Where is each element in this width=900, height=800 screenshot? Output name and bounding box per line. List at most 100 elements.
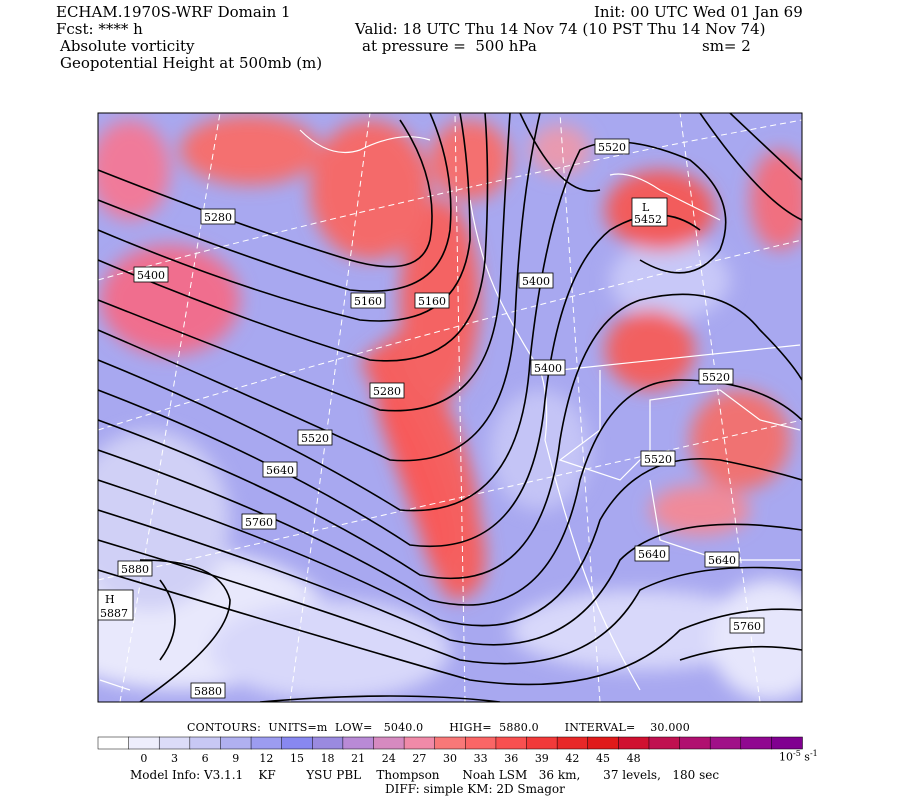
colorbar-tick-label: 45 <box>596 752 611 765</box>
contour-label: 5760 <box>241 513 277 530</box>
colorbar-swatch <box>556 736 589 750</box>
valid-time: Valid: 18 UTC Thu 14 Nov 74 (10 PST Thu … <box>355 20 766 38</box>
colorbar-tick-label: 15 <box>289 752 304 765</box>
colorbar-tick-label: 48 <box>626 752 641 765</box>
colorbar-swatch <box>373 736 405 750</box>
colorbar-swatch <box>771 736 803 750</box>
colorbar-swatch <box>648 736 681 750</box>
colorbar-swatch <box>281 736 314 750</box>
colorbar-swatch <box>312 736 344 750</box>
colorbar-swatch <box>526 736 558 750</box>
contour-label: 5400 <box>133 266 169 283</box>
colorbar-swatch <box>434 736 467 750</box>
colorbar-tick-label: 21 <box>351 752 366 765</box>
colorbar-tick-label: 0 <box>140 752 148 765</box>
colorbar-tick-label: 30 <box>443 752 457 765</box>
colorbar-tick-label: 39 <box>534 752 549 765</box>
colorbar-swatch <box>128 736 160 750</box>
colorbar-swatch <box>97 736 130 750</box>
contour-label: 5400 <box>518 272 554 289</box>
contour-label: 5640 <box>262 461 298 478</box>
high-value: 5887 <box>100 607 128 620</box>
contour-info: CONTOURS: UNITS=m LOW= 5040.0 HIGH= 5880… <box>187 721 690 734</box>
model-info: Model Info: V3.1.1 KF YSU PBL Thompson N… <box>130 768 720 782</box>
contour-labels: 5280 5400 5160 5160 5400 5520 5400 5520 5280 5520… <box>117 138 765 699</box>
init-time: Init: 00 UTC Wed 01 Jan 69 <box>594 3 803 21</box>
colorbar-swatch <box>679 736 711 750</box>
colorbar-tick-label: 12 <box>259 752 274 765</box>
colorbar-swatch <box>709 736 742 750</box>
colorbar-tick-label: 6 <box>201 752 209 765</box>
low-symbol: L <box>642 201 650 214</box>
contour-label-text: 5400 <box>522 275 550 288</box>
field-name-vorticity: Absolute vorticity <box>60 37 195 55</box>
contour-label: 5640 <box>634 545 670 562</box>
colorbar-tick-label: 18 <box>320 752 335 765</box>
colorbar-swatch <box>740 736 773 750</box>
colorbar-swatch <box>587 736 620 750</box>
height-contours <box>98 113 802 702</box>
colorbar-swatch <box>465 736 497 750</box>
low-center-marker: L 5452 <box>631 197 668 227</box>
contour-label-text: 5280 <box>204 211 232 224</box>
vorticity-shading <box>98 113 802 702</box>
contour-label-text: 5880 <box>121 563 149 576</box>
contour-label: 5400 <box>530 359 566 376</box>
contour-label-text: 5760 <box>245 516 273 529</box>
contour-label: 5520 <box>297 429 333 446</box>
colorbar-tick-label: 42 <box>565 752 580 765</box>
colorbar-swatch <box>220 736 252 750</box>
contour-label-text: 5640 <box>638 548 666 561</box>
contour-label: 5160 <box>414 292 450 309</box>
contour-label-text: 5400 <box>137 269 165 282</box>
lat-lon-grid <box>98 113 802 702</box>
field-name-geopotential: Geopotential Height at 500mb (m) <box>60 54 323 72</box>
contour-label: 5160 <box>350 292 386 309</box>
colorbar-swatch <box>158 736 191 750</box>
units-exponent: -5 <box>793 749 801 758</box>
contour-label-text: 5640 <box>266 464 294 477</box>
contour-label-text: 5520 <box>301 432 329 445</box>
colorbar-swatch <box>495 736 528 750</box>
contour-label-text: 5160 <box>418 295 446 308</box>
contour-label-text: 5400 <box>534 362 562 375</box>
contour-label-text: 5280 <box>373 385 401 398</box>
colorbar-swatch <box>189 736 222 750</box>
units-exponent-2: -1 <box>809 749 818 758</box>
plot-frame <box>97 112 803 703</box>
colorbar-tick-label: 3 <box>171 752 179 765</box>
contour-label: 5280 <box>200 208 236 225</box>
colorbar-tick-label: 9 <box>232 752 240 765</box>
contour-label: 5760 <box>729 617 765 634</box>
forecast-hour: Fcst: **** h <box>56 20 143 38</box>
contour-label-text: 5160 <box>354 295 382 308</box>
colorbar-swatch <box>403 736 436 750</box>
contour-label: 5640 <box>704 551 740 568</box>
units-base: 10 <box>779 750 793 764</box>
colorbar-tick-label: 27 <box>412 752 427 765</box>
contour-label-text: 5760 <box>733 620 761 633</box>
contour-label-text: 5880 <box>194 685 222 698</box>
contour-label-text: 5520 <box>598 141 626 154</box>
contour-label-text: 5640 <box>708 554 736 567</box>
contour-label: 5880 <box>117 560 153 577</box>
colorbar-tick-label: 33 <box>473 752 488 765</box>
contour-label: 5880 <box>190 682 226 699</box>
colorbar-tick-label: 36 <box>504 752 519 765</box>
units-suffix: s <box>800 750 810 764</box>
colorbar <box>97 736 803 750</box>
colorbar-units: 10-5 s-1 <box>779 749 818 764</box>
pressure-level: at pressure = 500 hPa <box>362 37 537 55</box>
colorbar-swatch <box>250 736 283 750</box>
contour-label: 5520 <box>698 368 734 385</box>
model-title: ECHAM.1970S-WRF Domain 1 <box>56 3 291 21</box>
high-symbol: H <box>105 593 115 606</box>
colorbar-swatch <box>618 736 650 750</box>
colorbar-tick-label: 24 <box>381 752 396 765</box>
contour-label-text: 5520 <box>644 453 672 466</box>
contour-label-text: 5520 <box>702 371 730 384</box>
smoothing-setting: sm= 2 <box>702 37 751 55</box>
colorbar-swatch <box>342 736 375 750</box>
contour-label: 5520 <box>640 450 676 467</box>
